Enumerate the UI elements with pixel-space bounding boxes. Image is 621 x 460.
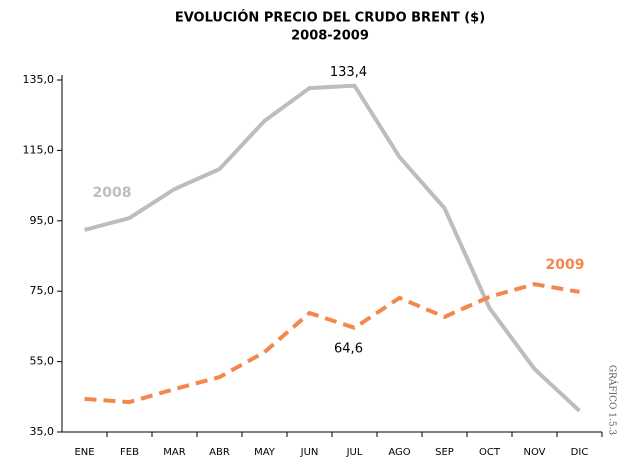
x-tick-label: JUL	[346, 447, 363, 458]
series-line	[84, 282, 580, 405]
x-tick-label: OCT	[479, 447, 501, 458]
series-label: 2009	[546, 257, 585, 273]
data-label: 64,6	[334, 341, 363, 356]
y-tick-label: 135,0	[23, 73, 55, 86]
chart-title: EVOLUCIÓN PRECIO DEL CRUDO BRENT ($)	[175, 10, 485, 26]
y-tick-label: 95,0	[30, 214, 55, 227]
y-tick-label: 75,0	[30, 284, 55, 297]
series-line	[83, 83, 581, 413]
x-tick-label: ABR	[209, 447, 230, 458]
x-tick-label: JUN	[300, 447, 319, 458]
data-label: 133,4	[330, 65, 367, 80]
x-tick-label: ENE	[74, 447, 94, 458]
x-tick-label: FEB	[120, 447, 139, 458]
series-label: 2008	[93, 185, 132, 201]
x-tick-label: SEP	[435, 447, 454, 458]
y-tick-label: 55,0	[30, 355, 55, 368]
side-label: GRÁFICO 1.5.3	[607, 365, 619, 436]
chart-subtitle: 2008-2009	[291, 29, 369, 44]
y-tick-label: 35,0	[30, 425, 55, 438]
x-tick-label: NOV	[523, 447, 545, 458]
x-tick-label: AGO	[388, 447, 410, 458]
y-tick-label: 115,0	[23, 143, 55, 156]
x-tick-label: MAR	[163, 447, 185, 458]
x-tick-label: MAY	[254, 447, 276, 458]
x-tick-label: DIC	[571, 447, 589, 458]
